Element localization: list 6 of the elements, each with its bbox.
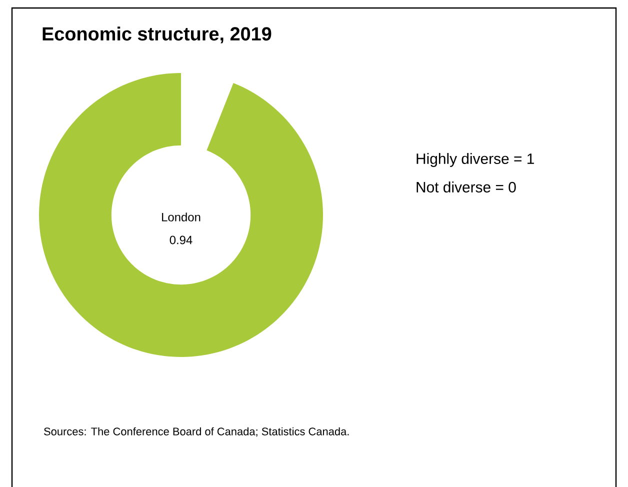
text: Not diverse = 0 [416, 182, 516, 192]
slice-label: London [162, 212, 200, 222]
text: Highly diverse = 1 [416, 153, 534, 167]
chart-title: Economic structure, 2019 [42, 26, 272, 44]
data-label: 0.94 [170, 236, 192, 244]
source-note: Sources: The Conference Board of Canada; Statistics Canada. [44, 427, 349, 437]
